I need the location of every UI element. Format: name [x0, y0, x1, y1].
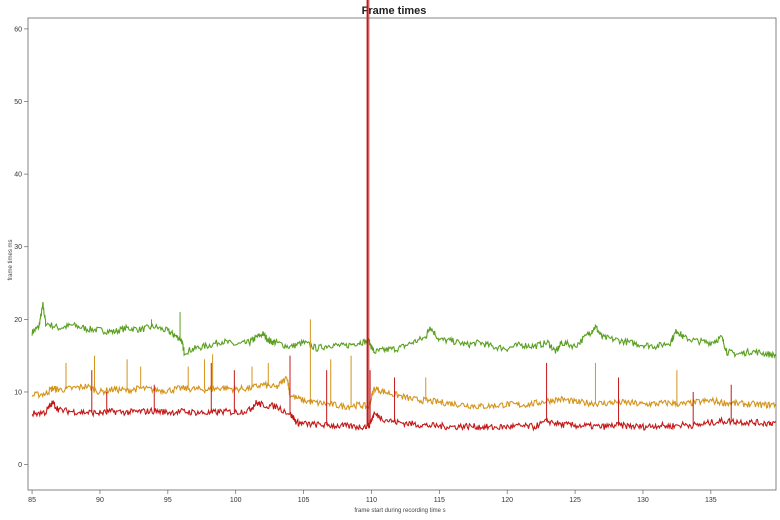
y-tick-label: 60 [14, 26, 22, 33]
x-tick-label: 95 [164, 497, 172, 504]
x-tick-label: 90 [96, 497, 104, 504]
y-tick-label: 10 [14, 389, 22, 396]
x-tick-label: 100 [230, 497, 242, 504]
x-tick-label: 135 [705, 497, 717, 504]
x-tick-label: 115 [434, 497, 445, 504]
x-tick-label: 130 [637, 497, 649, 504]
series-line-3 [31, 399, 777, 432]
x-tick-label: 85 [28, 497, 36, 504]
series-layer [31, 0, 777, 432]
x-tick-label: 125 [569, 497, 581, 504]
series-line-1 [31, 302, 777, 359]
y-tick-label: 0 [18, 462, 22, 469]
x-tick-label: 120 [501, 497, 513, 504]
x-axis-ticks: 85 90 95 100 105 110 115 120 125 130 135 [28, 490, 717, 504]
y-axis-label: frame times ms [8, 239, 14, 280]
series-line-2 [31, 375, 777, 412]
y-tick-label: 50 [14, 99, 22, 106]
y-axis-ticks: 0 10 20 30 40 50 60 [14, 26, 28, 469]
x-tick-label: 110 [366, 497, 377, 504]
y-tick-label: 40 [14, 172, 22, 179]
chart-title: Frame times [362, 5, 427, 17]
y-tick-label: 30 [14, 244, 22, 251]
plot-frame [27, 17, 777, 491]
y-tick-label: 20 [14, 317, 22, 324]
x-tick-label: 105 [298, 497, 310, 504]
x-axis-label: frame start during recording time s [354, 508, 445, 514]
